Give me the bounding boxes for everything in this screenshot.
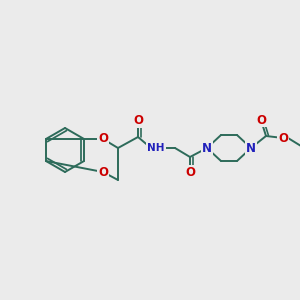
Text: O: O: [256, 113, 266, 127]
Text: O: O: [98, 166, 108, 178]
Text: N: N: [246, 142, 256, 154]
Text: O: O: [133, 115, 143, 128]
Text: O: O: [98, 133, 108, 146]
Text: O: O: [278, 131, 288, 145]
Text: N: N: [202, 142, 212, 154]
Text: NH: NH: [147, 143, 165, 153]
Text: O: O: [185, 166, 195, 178]
